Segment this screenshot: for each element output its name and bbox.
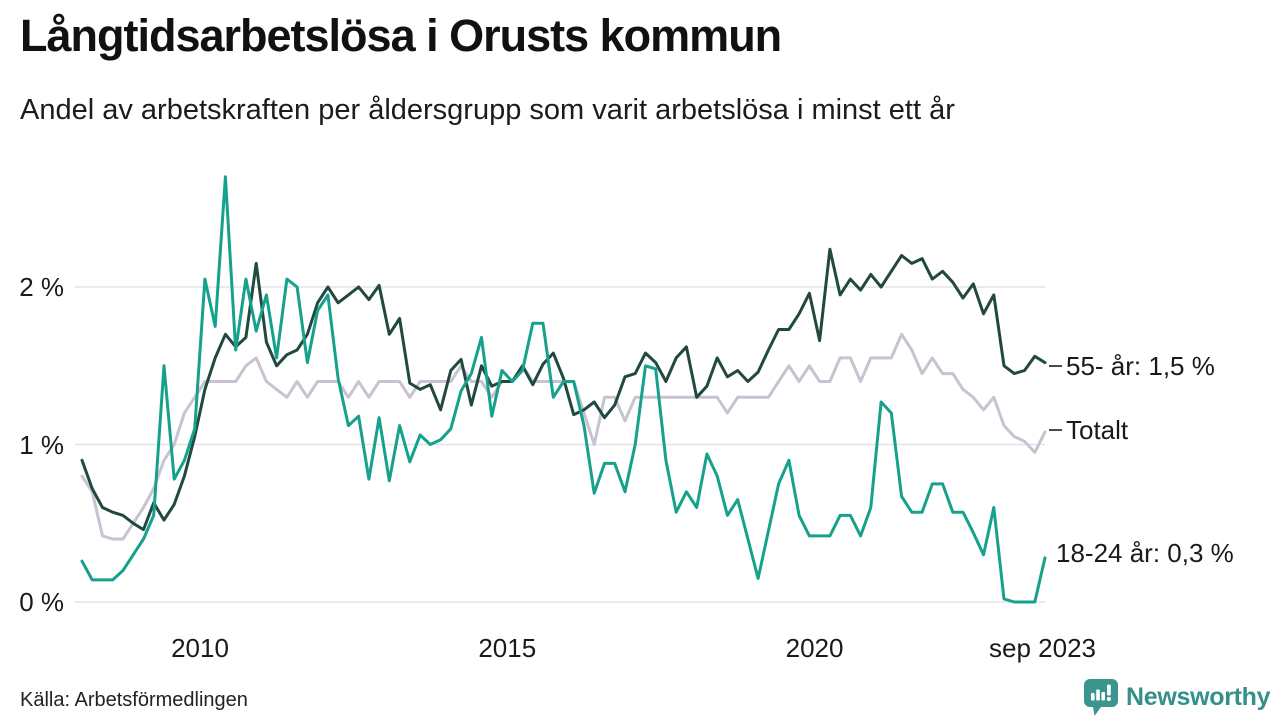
y-axis-tick-label: 1 % <box>19 429 64 460</box>
y-axis-tick-label: 0 % <box>19 587 64 617</box>
series-annotation-label: Totalt <box>1066 415 1129 446</box>
annotation-tick <box>1049 429 1062 432</box>
x-axis-tick-label: sep 2023 <box>989 633 1097 663</box>
series-line-55-ar <box>80 247 1047 532</box>
x-axis-tick-label: 2015 <box>478 633 537 663</box>
chart-subtitle: Andel av arbetskraften per åldersgrupp s… <box>20 94 955 126</box>
series-line-18-24-ar <box>80 175 1047 604</box>
source-note: Källa: Arbetsförmedlingen <box>20 689 248 711</box>
page-title: Långtidsarbetslösa i Orusts kommun <box>20 10 782 61</box>
newsworthy-logo: Newsworthy <box>1084 679 1271 716</box>
series-line-totalt <box>80 332 1047 541</box>
series-annotation-label: 18-24 år: 0,3 % <box>1056 538 1234 569</box>
x-axis-tick-label: 2010 <box>171 633 229 663</box>
annotation-tick <box>1049 364 1062 367</box>
series-annotation-label: 55- år: 1,5 % <box>1066 350 1215 381</box>
y-axis-tick-label: 2 % <box>19 272 64 302</box>
x-axis-tick-label: 2020 <box>785 633 844 663</box>
newsworthy-wordmark: Newsworthy <box>1126 683 1271 711</box>
newsworthy-bubble-chart-icon <box>1084 679 1118 716</box>
line-chart-plot <box>75 175 1047 604</box>
